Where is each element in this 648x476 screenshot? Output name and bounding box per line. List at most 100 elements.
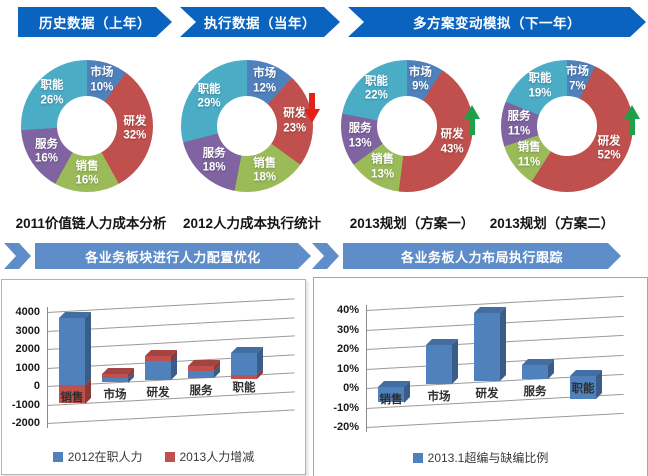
arrow-stem <box>629 117 635 135</box>
y-axis-line <box>47 307 48 428</box>
y-axis-tick-label: 0% <box>343 382 359 394</box>
y-axis-tick-label: 4000 <box>15 306 40 318</box>
arrow-stem <box>309 93 315 111</box>
donut-title-2011: 2011价值链人力成本分析 <box>15 216 167 231</box>
donut-segment-label: 研发 32% <box>123 115 147 142</box>
staffing-ratio-bar-chart: 40% 30% 20% 10% 0% -10% -20% 销售 市场 研发 服务 职能 2013.1超编… <box>313 277 648 476</box>
donut-segment-label: 服务 11% <box>507 111 531 138</box>
y-axis-tick-label: -1000 <box>11 398 40 411</box>
bar-segment <box>145 355 171 362</box>
legend-swatch <box>412 452 423 463</box>
donut-segment-label: 研发 23% <box>283 108 307 135</box>
banner-execution-tracking-label: 各业务板人力布局执行跟踪 <box>400 249 563 265</box>
donut-title-2012: 2012人力成本执行统计 <box>182 216 322 231</box>
arrow-head <box>624 105 640 119</box>
donut-ring: 市场 12% 研发 23% 销售 18% 服务 18% 职能 29% <box>181 60 313 192</box>
category-label: 服务 <box>189 384 213 397</box>
y-axis-tick-label: 40% <box>336 304 359 316</box>
category-label: 研发 <box>146 386 170 399</box>
arrow-stem <box>469 117 475 135</box>
donut-segment-label: 销售 13% <box>371 153 395 181</box>
donut-ring: 市场 7% 研发 52% 销售 11% 服务 11% 职能 19% <box>501 60 633 192</box>
arrow-head <box>464 105 480 119</box>
bar-segment <box>378 386 404 403</box>
banner-execution-data: 执行数据（当年） <box>180 7 340 37</box>
bar-segment <box>522 365 548 379</box>
donut-segment-label: 市场 7% <box>565 65 589 93</box>
bar-segment <box>145 361 171 380</box>
donut-segment-label: 销售 18% <box>253 157 277 184</box>
banner-allocation-optimization-label: 各业务板块进行人力配置优化 <box>85 249 261 265</box>
gridline <box>365 412 624 428</box>
stacked-headcount-bar-chart: 4000 3000 2000 1000 0 -1000 -2000 销售 市场 研发 服务 职能 201… <box>1 279 306 475</box>
category-label: 市场 <box>103 389 127 402</box>
donut-segment-label: 研发 52% <box>597 135 621 163</box>
bar-segment <box>231 375 257 379</box>
bar-segment <box>59 318 85 385</box>
y-axis-tick-label: 1000 <box>15 361 40 374</box>
donut-segment-label: 职能 19% <box>528 72 552 100</box>
bar-segment <box>59 384 85 404</box>
category-label: 职能 <box>571 383 595 396</box>
legend-label: 2013人力增减 <box>179 450 255 464</box>
donut-title-2013-plan1: 2013规划（方案一） <box>349 216 475 231</box>
donut-chart-2012: 市场 12% 研发 23% 销售 18% 服务 18% 职能 29% <box>172 58 322 200</box>
bar-segment <box>188 371 214 378</box>
banner-allocation-optimization: 各业务板块进行人力配置优化 <box>35 243 311 269</box>
donut-ring: 市场 10% 研发 32% 销售 16% 服务 16% 职能 26% <box>21 60 153 192</box>
gridline <box>46 409 295 424</box>
banner-history-data: 历史数据（上年） <box>18 7 172 37</box>
y-axis-tick-label: -20% <box>333 421 359 433</box>
chevron-accent-left-icon <box>4 243 31 269</box>
donut-segment-label: 服务 13% <box>348 123 372 150</box>
donut-segment-label: 职能 26% <box>40 79 64 107</box>
donut-chart-2013-plan2: 市场 7% 研发 52% 销售 11% 服务 11% 职能 19% <box>492 58 642 200</box>
chart-legend: 2013.1超编与缺编比例 <box>314 449 647 466</box>
arrow-head <box>304 109 320 123</box>
y-axis-tick-label: 3000 <box>15 324 40 337</box>
donut-chart-2013-plan1: 市场 9% 研发 43% 销售 13% 服务 13% 职能 22% <box>332 58 482 200</box>
legend-item: 2012在职人力 <box>52 448 143 465</box>
legend-label: 2013.1超编与缺编比例 <box>427 451 549 465</box>
legend-item: 2013.1超编与缺编比例 <box>412 449 549 466</box>
donut-segment-label: 市场 9% <box>408 66 432 93</box>
trend-up-arrow-icon <box>464 103 480 135</box>
bar-segment <box>102 377 128 383</box>
banner-execution-tracking: 各业务板人力布局执行跟踪 <box>343 243 621 269</box>
donut-segment-label: 服务 18% <box>202 147 226 174</box>
y-axis-tick-label: 30% <box>336 323 359 336</box>
donut-title-2013-plan2: 2013规划（方案二） <box>489 216 615 231</box>
legend-swatch <box>52 451 63 462</box>
y-axis-tick-label: 2000 <box>15 343 40 355</box>
chevron-accent-right-icon <box>312 243 339 269</box>
bar-segment <box>102 373 128 378</box>
y-axis-tick-label: 20% <box>336 343 359 355</box>
category-label: 销售 <box>60 391 84 404</box>
y-axis-tick-label: 0 <box>33 380 40 392</box>
y-axis-tick-label: 10% <box>336 362 359 375</box>
donut-segment-label: 市场 10% <box>90 66 114 94</box>
donut-segment-label: 研发 43% <box>440 128 464 156</box>
legend-label: 2012在职人力 <box>67 450 143 464</box>
category-label: 研发 <box>475 388 499 401</box>
legend-swatch <box>164 451 175 462</box>
category-label: 服务 <box>523 385 547 398</box>
donut-segment-label: 职能 22% <box>364 75 388 102</box>
banner-history-data-label: 历史数据（上年） <box>39 16 151 31</box>
donut-segment-label: 销售 11% <box>517 142 541 169</box>
trend-down-arrow-icon <box>304 93 320 125</box>
donut-chart-2011: 市场 10% 研发 32% 销售 16% 服务 16% 职能 26% <box>12 58 162 200</box>
donut-segment-label: 职能 29% <box>197 83 221 110</box>
bar-segment <box>570 376 596 400</box>
banner-scenario-simulation: 多方案变动模拟（下一年） <box>348 7 646 37</box>
y-axis-tick-label: -2000 <box>11 417 40 429</box>
bar-segment <box>474 313 500 382</box>
gridline <box>46 298 295 313</box>
category-label: 销售 <box>379 393 403 406</box>
donut-segment-label: 市场 12% <box>253 67 277 95</box>
legend-item: 2013人力增减 <box>164 448 255 465</box>
y-axis-tick-label: -10% <box>333 401 359 414</box>
category-label: 市场 <box>427 391 451 403</box>
banner-execution-data-label: 执行数据（当年） <box>204 16 316 31</box>
